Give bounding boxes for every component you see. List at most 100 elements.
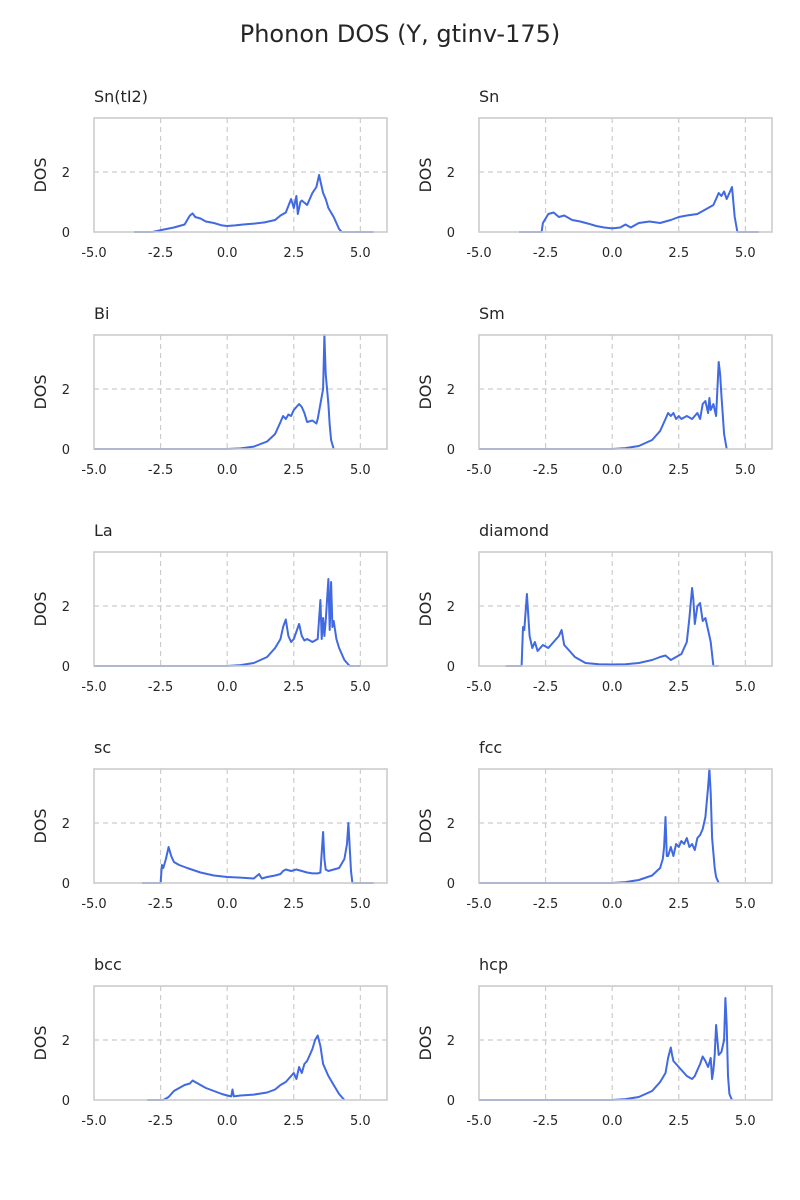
y-tick-label: 0 <box>62 1094 70 1109</box>
x-tick-label: 0.0 <box>217 1114 238 1129</box>
x-tick-label: 5.0 <box>350 1114 371 1129</box>
subplot-8: bcc -5.0 -2.5 0.0 2.5 5.0 0 2 DOS <box>31 955 388 1129</box>
dos-series-line <box>479 768 720 884</box>
dos-series-line <box>519 186 759 233</box>
dos-series-line <box>94 578 361 667</box>
x-tick-label: 0.0 <box>217 680 238 695</box>
x-tick-label: 2.5 <box>283 1114 304 1129</box>
y-tick-label: 2 <box>62 1034 70 1049</box>
y-axis-label: DOS <box>31 808 50 843</box>
subplot-1: Sn -5.0 -2.5 0.0 2.5 5.0 0 2 DOS <box>416 87 773 261</box>
dos-series-line <box>134 174 374 233</box>
x-tick-label: -2.5 <box>533 246 558 261</box>
y-tick-label: 2 <box>447 383 455 398</box>
y-tick-label: 0 <box>447 226 455 241</box>
x-tick-label: 0.0 <box>602 463 623 478</box>
x-tick-label: 5.0 <box>735 680 756 695</box>
figure-title: Phonon DOS (Y, gtinv-175) <box>239 20 561 48</box>
x-tick-label: 2.5 <box>668 463 689 478</box>
y-tick-label: 2 <box>447 600 455 615</box>
subplot-5: diamond -5.0 -2.5 0.0 2.5 5.0 0 2 DOS <box>416 521 773 695</box>
x-tick-label: 2.5 <box>283 463 304 478</box>
y-tick-label: 2 <box>62 600 70 615</box>
axes-frame <box>478 551 773 667</box>
x-tick-label: -2.5 <box>148 1114 173 1129</box>
subplot-3: Sm -5.0 -2.5 0.0 2.5 5.0 0 2 DOS <box>416 304 773 478</box>
y-tick-label: 0 <box>62 877 70 892</box>
y-tick-label: 0 <box>62 660 70 675</box>
x-tick-label: -5.0 <box>466 1114 491 1129</box>
axes-frame <box>478 117 773 233</box>
subplot-title: fcc <box>479 738 502 757</box>
dos-series-line <box>479 361 728 450</box>
y-tick-label: 2 <box>447 1034 455 1049</box>
x-tick-label: -5.0 <box>466 463 491 478</box>
y-tick-label: 0 <box>447 1094 455 1109</box>
subplot-title: Bi <box>94 304 109 323</box>
x-tick-label: -5.0 <box>81 680 106 695</box>
axes-frame <box>478 334 773 450</box>
x-tick-label: 2.5 <box>283 246 304 261</box>
subplot-0: Sn(tI2) -5.0 -2.5 0.0 2.5 5.0 0 2 DOS <box>31 87 388 261</box>
x-tick-label: -5.0 <box>81 1114 106 1129</box>
x-tick-label: 5.0 <box>350 680 371 695</box>
subplot-9: hcp -5.0 -2.5 0.0 2.5 5.0 0 2 DOS <box>416 955 773 1129</box>
x-tick-label: 5.0 <box>735 1114 756 1129</box>
subplot-title: Sn(tI2) <box>94 87 148 106</box>
y-tick-label: 0 <box>447 660 455 675</box>
x-tick-label: -2.5 <box>148 897 173 912</box>
x-tick-label: -2.5 <box>148 680 173 695</box>
x-tick-label: 2.5 <box>668 897 689 912</box>
subplot-4: La -5.0 -2.5 0.0 2.5 5.0 0 2 DOS <box>31 521 388 695</box>
x-tick-label: 5.0 <box>350 897 371 912</box>
x-tick-label: -5.0 <box>81 246 106 261</box>
x-tick-label: -2.5 <box>148 246 173 261</box>
y-axis-label: DOS <box>31 591 50 626</box>
x-tick-label: 2.5 <box>283 897 304 912</box>
x-tick-label: -5.0 <box>81 897 106 912</box>
y-tick-label: 2 <box>62 817 70 832</box>
x-tick-label: 0.0 <box>217 463 238 478</box>
dos-series-line <box>505 587 719 667</box>
y-axis-label: DOS <box>31 374 50 409</box>
axes-frame <box>478 768 773 884</box>
x-tick-label: 5.0 <box>735 463 756 478</box>
x-tick-label: 5.0 <box>735 897 756 912</box>
subplot-title: bcc <box>94 955 122 974</box>
x-tick-label: -2.5 <box>148 463 173 478</box>
axes-frame <box>93 117 388 233</box>
subplot-6: sc -5.0 -2.5 0.0 2.5 5.0 0 2 DOS <box>31 738 388 912</box>
y-tick-label: 0 <box>447 877 455 892</box>
x-tick-label: 0.0 <box>602 1114 623 1129</box>
axes-frame <box>478 985 773 1101</box>
x-tick-label: 2.5 <box>668 680 689 695</box>
y-tick-label: 2 <box>447 166 455 181</box>
subplot-title: diamond <box>479 521 549 540</box>
axes-frame <box>93 551 388 667</box>
x-tick-label: -2.5 <box>533 463 558 478</box>
subplot-title: La <box>94 521 113 540</box>
x-tick-label: 0.0 <box>217 897 238 912</box>
x-tick-label: -2.5 <box>533 1114 558 1129</box>
y-tick-label: 2 <box>62 166 70 181</box>
y-axis-label: DOS <box>416 157 435 192</box>
subplot-title: Sn <box>479 87 499 106</box>
y-axis-label: DOS <box>416 591 435 626</box>
x-tick-label: -5.0 <box>466 246 491 261</box>
x-tick-label: 5.0 <box>350 463 371 478</box>
y-axis-label: DOS <box>416 808 435 843</box>
dos-series-line <box>147 1034 346 1101</box>
subplot-title: sc <box>94 738 111 757</box>
y-tick-label: 2 <box>447 817 455 832</box>
x-tick-label: 5.0 <box>735 246 756 261</box>
subplot-title: hcp <box>479 955 508 974</box>
y-tick-label: 0 <box>447 443 455 458</box>
y-axis-label: DOS <box>31 157 50 192</box>
x-tick-label: 5.0 <box>350 246 371 261</box>
axes-frame <box>93 768 388 884</box>
y-axis-label: DOS <box>31 1025 50 1060</box>
x-tick-label: -2.5 <box>533 680 558 695</box>
x-tick-label: -5.0 <box>466 680 491 695</box>
